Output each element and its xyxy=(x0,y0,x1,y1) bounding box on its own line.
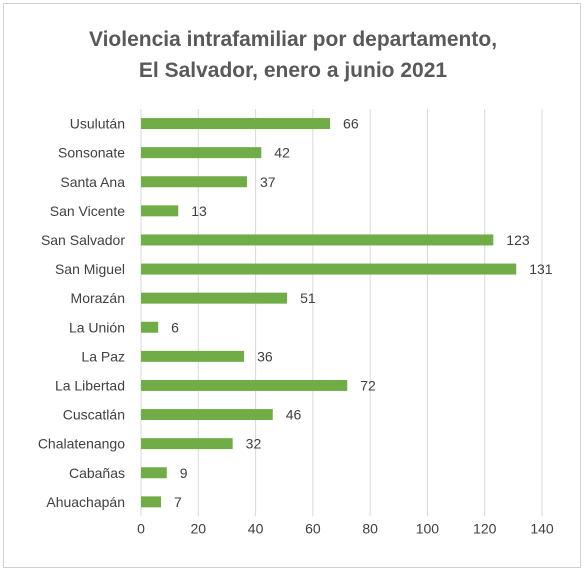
bar xyxy=(141,176,247,188)
bar xyxy=(141,409,273,421)
bar xyxy=(141,321,159,333)
category-label: La Libertad xyxy=(55,377,125,393)
data-label: 46 xyxy=(286,407,302,423)
bar xyxy=(141,263,517,275)
category-label: Morazán xyxy=(71,290,125,306)
data-label: 42 xyxy=(274,145,290,161)
category-label: Ahuachapán xyxy=(46,494,125,510)
data-label: 7 xyxy=(174,494,182,510)
data-label: 9 xyxy=(180,465,188,481)
bars xyxy=(141,118,517,508)
bar xyxy=(141,467,167,479)
category-label: Cuscatlán xyxy=(63,407,125,423)
category-label: La Unión xyxy=(69,319,125,335)
bar xyxy=(141,350,245,362)
x-tick-label: 80 xyxy=(362,520,378,536)
category-label: San Salvador xyxy=(41,232,125,248)
data-label: 123 xyxy=(506,232,530,248)
category-label: Usulután xyxy=(70,116,125,132)
category-label: San Miguel xyxy=(55,261,125,277)
category-labels: Usulután Sonsonate Santa Ana San Vicente San… xyxy=(38,116,126,510)
x-tick-label: 100 xyxy=(416,520,440,536)
category-label: Sonsonate xyxy=(58,145,125,161)
data-label: 32 xyxy=(246,436,262,452)
data-label: 13 xyxy=(191,203,207,219)
category-label: Cabañas xyxy=(69,465,125,481)
category-label: San Vicente xyxy=(50,203,125,219)
x-tick-label: 0 xyxy=(137,520,145,536)
x-tick-label: 40 xyxy=(248,520,264,536)
x-axis-ticks: 0 20 40 60 80 100 120 140 xyxy=(137,520,554,536)
bar xyxy=(141,118,331,130)
bar xyxy=(141,205,179,217)
x-tick-label: 140 xyxy=(530,520,554,536)
bar xyxy=(141,234,494,246)
data-label: 51 xyxy=(300,290,316,306)
gridlines xyxy=(140,109,543,517)
chart-title-line-1: Violencia intrafamiliar por departamento… xyxy=(88,28,498,51)
data-label: 72 xyxy=(360,377,376,393)
bar xyxy=(141,147,262,159)
x-tick-label: 120 xyxy=(473,520,497,536)
value-labels: 66 42 37 13 123 131 51 6 36 72 46 32 9 7 xyxy=(171,116,553,510)
data-label: 36 xyxy=(257,348,273,364)
category-label: Chalatenango xyxy=(38,436,125,452)
data-label: 37 xyxy=(260,174,276,190)
data-label: 66 xyxy=(343,116,359,132)
data-label: 6 xyxy=(171,319,179,335)
category-label: Santa Ana xyxy=(60,174,125,190)
bar xyxy=(141,379,348,391)
chart-title-line-2: El Salvador, enero a junio 2021 xyxy=(138,59,448,82)
chart-title: Violencia intrafamiliar por departamento… xyxy=(0,24,586,86)
category-label: La Paz xyxy=(81,348,125,364)
bar xyxy=(141,292,288,304)
data-label: 131 xyxy=(529,261,553,277)
x-tick-label: 20 xyxy=(190,520,206,536)
bar xyxy=(141,438,233,450)
x-tick-label: 60 xyxy=(305,520,321,536)
bar xyxy=(141,496,162,508)
